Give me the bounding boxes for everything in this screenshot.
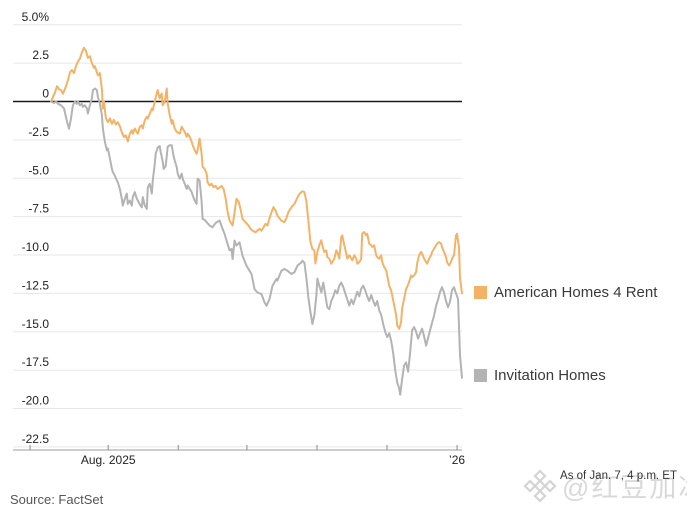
watermark: @红豆加冰 bbox=[522, 466, 687, 505]
y-axis-tick-label: 0 bbox=[42, 87, 49, 101]
legend-label-american-homes: American Homes 4 Rent bbox=[494, 284, 658, 301]
y-axis-tick-label: -10.0 bbox=[22, 240, 50, 254]
as-of-note: As of Jan. 7, 4 p.m. ET bbox=[560, 470, 677, 482]
watermark-handle: @红豆加冰 bbox=[562, 473, 687, 503]
x-axis-tick-label: ’26 bbox=[449, 453, 465, 467]
y-axis-tick-label: -22.5 bbox=[22, 432, 50, 446]
source-note: Source: FactSet bbox=[10, 492, 104, 507]
legend-label-invitation-homes: Invitation Homes bbox=[494, 367, 606, 384]
legend-item-american-homes: American Homes 4 Rent bbox=[474, 284, 657, 301]
series-line-invitation-homes bbox=[50, 87, 463, 396]
legend-item-invitation-homes: Invitation Homes bbox=[474, 367, 606, 384]
legend-swatch-gray-icon bbox=[474, 369, 487, 382]
y-axis-tick-label: -20.0 bbox=[22, 394, 50, 408]
x-axis-tick-label: Aug. 2025 bbox=[81, 453, 136, 467]
y-axis-tick-label: 2.5 bbox=[32, 48, 49, 62]
y-axis-tick-label: -12.5 bbox=[22, 278, 50, 292]
y-axis-tick-label: -5.0 bbox=[28, 163, 49, 177]
y-axis-tick-label: -17.5 bbox=[22, 355, 50, 369]
diamond-logo-icon bbox=[523, 468, 557, 503]
series-line-american-homes bbox=[50, 46, 463, 330]
y-axis-tick-label: -2.5 bbox=[28, 125, 49, 139]
y-axis-tick-label: -15.0 bbox=[22, 317, 50, 331]
legend-swatch-orange-icon bbox=[474, 286, 487, 299]
y-axis-tick-label: 5.0% bbox=[22, 10, 50, 24]
y-axis-tick-label: -7.5 bbox=[28, 202, 49, 216]
